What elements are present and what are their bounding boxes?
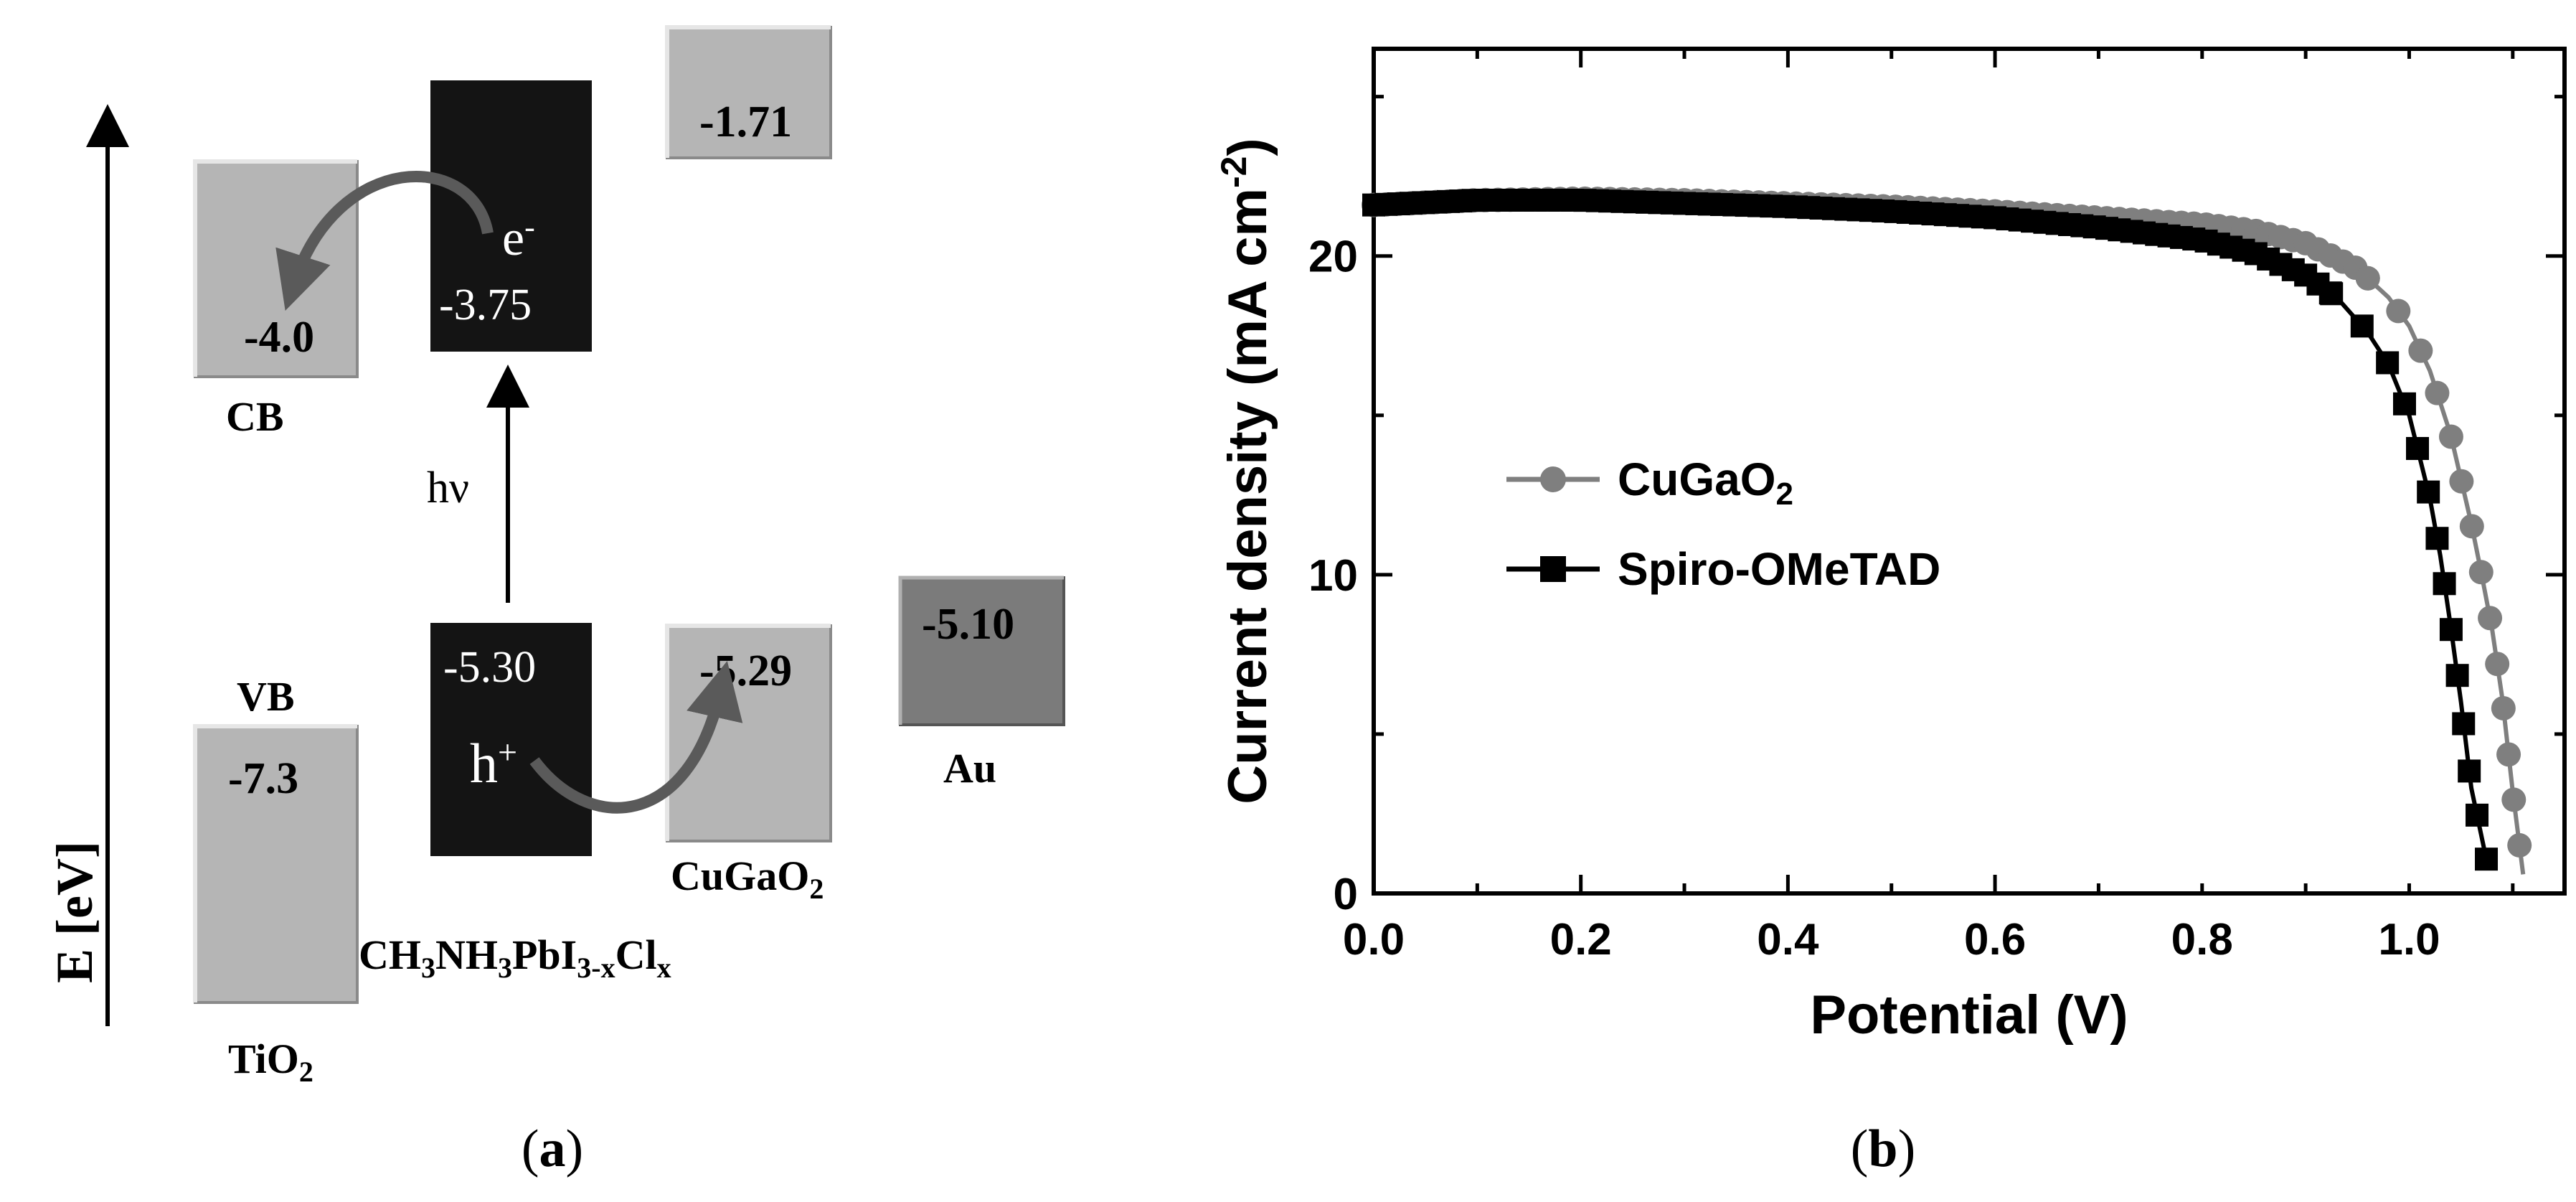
- data-point-spiro-ometad: [2458, 759, 2481, 783]
- au-label: Au: [943, 745, 996, 792]
- series-layer: [1362, 186, 2532, 875]
- data-point-cugao2: [2449, 469, 2474, 494]
- data-point-spiro-ometad: [2376, 351, 2400, 375]
- legend: CuGaO2 Spiro-OMeTAD: [1506, 454, 1940, 595]
- data-point-spiro-ometad: [2392, 392, 2416, 415]
- data-point-spiro-ometad: [2425, 527, 2449, 550]
- series-line-cugao2: [1373, 196, 2526, 875]
- data-point-cugao2: [2355, 266, 2380, 291]
- legend-marker-spiro: [1540, 556, 1566, 582]
- data-point-spiro-ometad: [2445, 664, 2469, 687]
- legend-label-spiro: Spiro-OMeTAD: [1618, 543, 1940, 595]
- data-point-cugao2: [2408, 338, 2433, 363]
- x-axis-label: Potential (V): [1810, 985, 2128, 1046]
- y-tick-label: 20: [1308, 233, 1358, 282]
- caption-b: (b): [1851, 1119, 1915, 1178]
- x-tick-label: 0.4: [1757, 915, 1819, 964]
- cb-label: CB: [226, 393, 284, 440]
- perovskite-label-part: x: [657, 952, 671, 984]
- energy-axis-label: E [eV]: [46, 841, 103, 983]
- data-point-spiro-ometad: [2452, 712, 2476, 736]
- data-point-cugao2: [2485, 652, 2510, 677]
- perovskite-label: CH3NH3PbI3-xClx: [359, 931, 671, 984]
- caption-a: (a): [522, 1119, 583, 1178]
- data-point-cugao2: [2425, 380, 2450, 405]
- electron-label: e-: [502, 210, 535, 267]
- perovskite-label-part: 3: [421, 952, 435, 984]
- perovskite-cb-value: -3.75: [439, 281, 532, 329]
- cugao2-label: CuGaO2: [671, 853, 824, 905]
- x-tick-label: 0.6: [1964, 915, 2026, 964]
- x-axis-ticks: 0.0 0.2 0.4 0.6 0.8 1.0: [1343, 49, 2515, 964]
- data-point-spiro-ometad: [2475, 847, 2499, 871]
- data-point-cugao2: [2438, 424, 2463, 449]
- data-point-cugao2: [2478, 606, 2503, 631]
- perovskite-label-part: CH: [359, 931, 421, 978]
- data-point-spiro-ometad: [2439, 618, 2463, 642]
- data-point-spiro-ometad: [2417, 480, 2440, 504]
- perovskite-label-part: 3-x: [577, 952, 615, 984]
- vb-label: VB: [237, 673, 295, 720]
- x-tick-label: 0.2: [1550, 915, 1612, 964]
- data-point-cugao2: [2386, 299, 2411, 324]
- perovskite-label-part: 3: [498, 952, 512, 984]
- data-point-cugao2: [2491, 695, 2516, 720]
- hole-label: h+: [470, 732, 517, 794]
- y-axis-label: Current density (mA cm-2): [1214, 138, 1278, 804]
- au-value: -5.10: [922, 600, 1014, 649]
- perovskite-label-part: Cl: [615, 931, 657, 978]
- photon-label: hν: [427, 464, 469, 512]
- cugao2-cb-value: -1.71: [699, 98, 792, 146]
- y-axis-ticks: 0 10 20: [1308, 95, 2565, 919]
- perovskite-label-part: NH: [435, 931, 498, 978]
- perovskite-label-part: PbI: [512, 931, 577, 978]
- data-point-spiro-ometad: [2466, 803, 2489, 827]
- tio2-label: TiO2: [228, 1036, 313, 1088]
- data-point-cugao2: [2496, 742, 2521, 767]
- data-point-spiro-ometad: [2406, 436, 2430, 460]
- legend-label-cugao2: CuGaO2: [1618, 454, 1793, 512]
- band-diagram: E [eV] -4.0 CB VB -7.3 TiO2 e- -3.75 hν …: [46, 25, 1065, 1178]
- y-tick-label: 0: [1334, 870, 1358, 919]
- legend-marker-cugao2: [1540, 466, 1566, 492]
- perovskite-vb-value: -5.30: [443, 643, 536, 692]
- data-point-spiro-ometad: [2350, 314, 2374, 338]
- au-box: [899, 576, 1065, 726]
- plot-frame: [1372, 47, 2567, 896]
- tio2-cb-value: -4.0: [244, 313, 314, 362]
- tio2-vb-value: -7.3: [228, 754, 298, 803]
- x-tick-label: 0.0: [1343, 915, 1405, 964]
- data-point-cugao2: [2459, 514, 2484, 539]
- data-point-spiro-ometad: [2320, 282, 2344, 306]
- jv-chart: 0.0 0.2 0.4 0.6 0.8 1.0 0 10 20 Potential (V) C…: [1214, 47, 2567, 1178]
- hole-transfer-arrow: [529, 660, 743, 814]
- data-point-cugao2: [2507, 832, 2532, 858]
- tio2-vb-box: [194, 725, 359, 1004]
- x-tick-label: 0.8: [2171, 915, 2233, 964]
- y-tick-label: 10: [1308, 551, 1358, 601]
- data-point-cugao2: [2468, 560, 2494, 585]
- data-point-spiro-ometad: [2433, 572, 2456, 596]
- cugao2-vb-value: -5.29: [699, 647, 792, 695]
- x-tick-label: 1.0: [2378, 915, 2440, 964]
- perovskite-vb-box: [430, 623, 592, 856]
- data-point-cugao2: [2501, 787, 2527, 812]
- electron-transfer-arrow: [275, 170, 494, 311]
- perovskite-cb-box: [430, 80, 592, 352]
